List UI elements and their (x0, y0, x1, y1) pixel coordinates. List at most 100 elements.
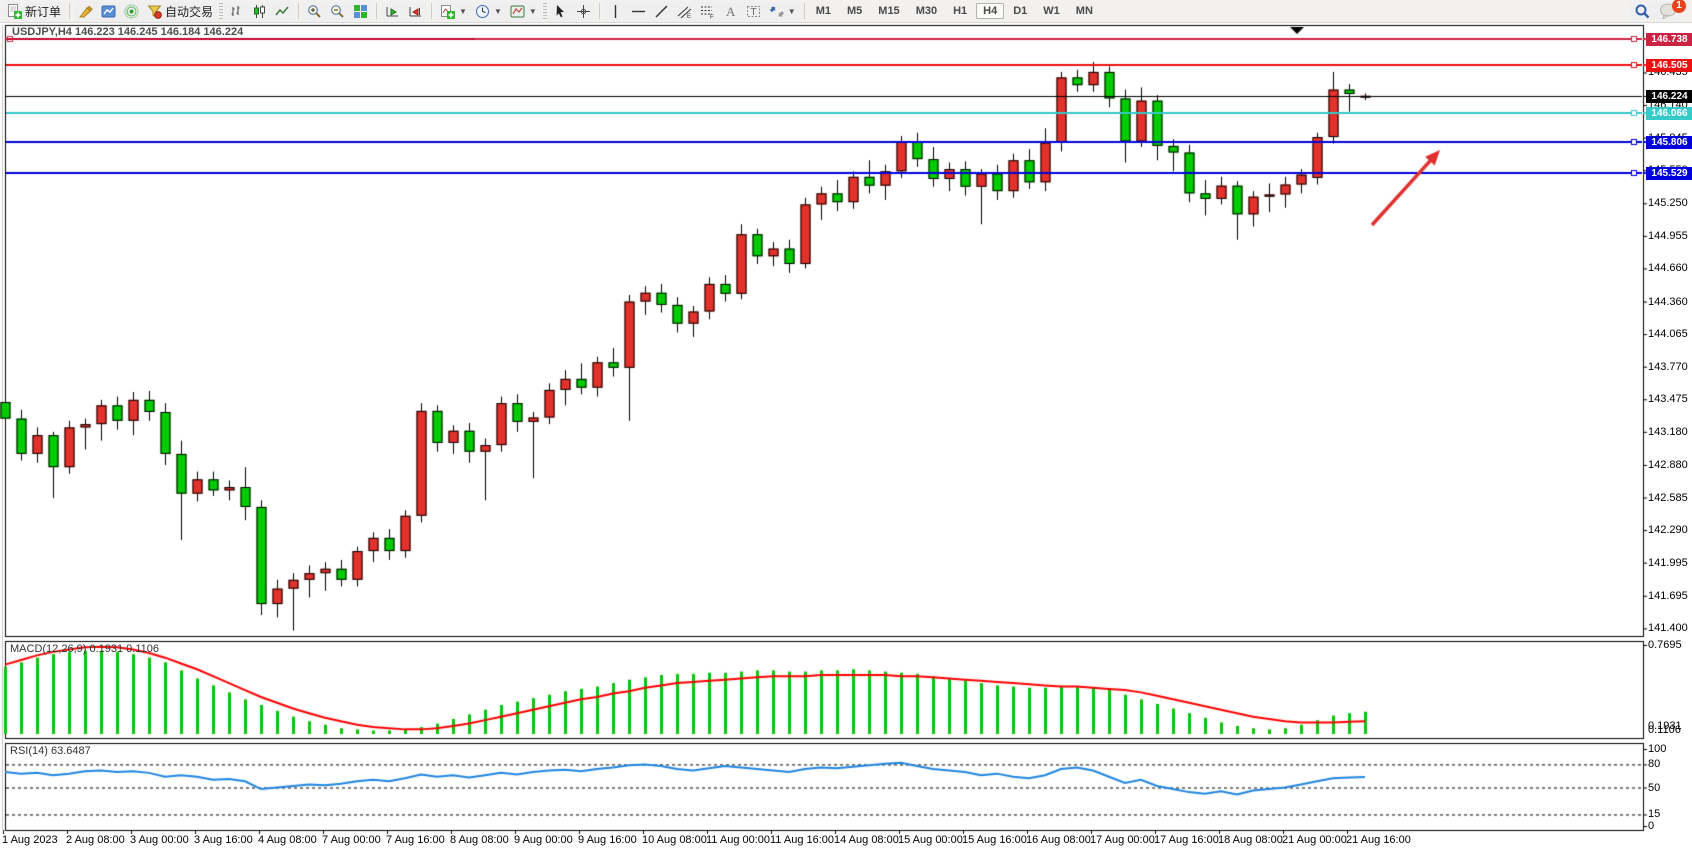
vertical-line-icon (614, 4, 616, 18)
time-axis-label: 1 Aug 2023 (2, 834, 58, 846)
search-button[interactable] (1630, 1, 1655, 21)
macd-main-value-label: 0.1931 (1648, 720, 1682, 732)
toolbar-separator (803, 3, 805, 19)
equidistant-channel-button[interactable]: E (672, 1, 696, 21)
hline-price-label: 146.738 (1646, 32, 1692, 46)
new-order-button[interactable]: 新订单 (3, 1, 66, 21)
time-axis-label: 21 Aug 16:00 (1346, 834, 1411, 846)
toolbar: 新订单 自动交易 ▼ ▼ ▼ E F A T ▼ M1 M5 M15 M30 H1 H4 D… (0, 0, 1692, 23)
hline-price-label: 146.066 (1646, 106, 1692, 120)
hline-price-label: 146.505 (1646, 58, 1692, 72)
horizontal-line-icon (631, 10, 645, 12)
timeframe-button-h4[interactable]: H4 (976, 3, 1005, 19)
price-tick-label: 142.585 (1648, 491, 1688, 504)
svg-text:E: E (687, 14, 691, 19)
toolbar-grip (219, 3, 224, 19)
tile-windows-button[interactable] (349, 1, 373, 21)
dropdown-caret: ▼ (787, 6, 796, 16)
period-button[interactable]: ▼ (470, 1, 506, 21)
dropdown-caret: ▼ (493, 6, 502, 16)
zoom-in-button[interactable] (303, 1, 327, 21)
text-icon: A (726, 4, 736, 19)
trendline-button[interactable] (649, 1, 673, 21)
price-tick-label: 143.475 (1648, 393, 1688, 406)
macd-scale-top-label: 0.7695 (1648, 639, 1682, 651)
toolbar-separator (69, 3, 71, 19)
timeframe-button-h1[interactable]: H1 (953, 5, 968, 17)
candlestick-chart-button[interactable] (248, 1, 272, 21)
cursor-button[interactable] (548, 1, 572, 21)
price-tick-label: 144.360 (1648, 295, 1688, 308)
template-icon (510, 5, 525, 17)
chart-shift-button[interactable] (404, 1, 428, 21)
timeframe-button-m30[interactable]: M30 (915, 5, 938, 17)
trendline-icon (655, 5, 668, 17)
macd-indicator-label: MACD(12,26,9) 0.1931 0.1106 (10, 643, 159, 655)
line-chart-button[interactable] (271, 1, 295, 21)
crayon-button[interactable] (74, 1, 98, 21)
fibonacci-button[interactable]: F (695, 1, 719, 21)
vertical-line-button[interactable] (603, 1, 627, 21)
toolbar-separator (431, 3, 433, 19)
rsi-indicator-label: RSI(14) 63.6487 (10, 745, 91, 757)
price-tick-label: 144.955 (1648, 229, 1688, 242)
timeframe-button-m1[interactable]: M1 (815, 5, 831, 17)
crosshair-icon (576, 4, 590, 18)
time-axis-label: 9 Aug 00:00 (514, 834, 573, 846)
bar-chart-button[interactable] (225, 1, 249, 21)
text-label-button[interactable]: T (741, 1, 765, 21)
notifications-button[interactable]: 1 (1655, 0, 1686, 21)
time-axis-label: 14 Aug 08:00 (834, 834, 899, 846)
timeframe-button-m15[interactable]: M15 (878, 5, 900, 17)
candlestick-chart-icon (254, 4, 266, 18)
time-axis-label: 15 Aug 00:00 (898, 834, 963, 846)
timeframe-button-w1[interactable]: W1 (1043, 5, 1060, 17)
equidistant-channel-icon: E (677, 6, 692, 19)
time-axis-label: 4 Aug 08:00 (258, 834, 317, 846)
signal-button[interactable] (120, 1, 144, 21)
timeframe-button-mn[interactable]: MN (1075, 5, 1093, 17)
time-axis-label: 21 Aug 00:00 (1282, 834, 1347, 846)
zoom-out-button[interactable] (326, 1, 350, 21)
rsi-tick-label: 80 (1648, 758, 1661, 771)
price-tick-label: 142.880 (1648, 458, 1688, 471)
indicators-button[interactable]: ▼ (436, 1, 471, 21)
timeframe-bar: M1 M5 M15 M30 H1 H4 D1 W1 MN (809, 3, 1100, 19)
auto-scroll-icon (386, 6, 399, 16)
text-button[interactable]: A (718, 1, 742, 21)
autotrade-button[interactable]: 自动交易 (143, 1, 218, 21)
price-tick-label: 141.995 (1648, 556, 1688, 569)
arrows-shapes-button[interactable]: ▼ (764, 1, 800, 21)
chart-ohlc-title: USDJPY,H4 146.223 146.245 146.184 146.22… (12, 26, 244, 38)
time-axis-label: 11 Aug 00:00 (706, 834, 771, 846)
crayon-icon (78, 5, 93, 17)
crosshair-button[interactable] (571, 1, 595, 21)
line-chart-icon (275, 6, 289, 15)
price-tick-label: 144.065 (1648, 328, 1688, 341)
text-label-icon: T (746, 5, 760, 18)
price-tick-label: 145.250 (1648, 197, 1688, 210)
horizontal-line-button[interactable] (626, 1, 650, 21)
indicators-icon (441, 4, 456, 19)
time-axis-label: 9 Aug 16:00 (578, 834, 637, 846)
price-tick-label: 141.400 (1648, 622, 1688, 635)
bar-chart-icon (231, 5, 240, 16)
time-axis-label: 3 Aug 00:00 (130, 834, 189, 846)
new-order-icon (8, 3, 22, 19)
template-button[interactable]: ▼ (505, 1, 541, 21)
hline-price-label: 146.224 (1646, 89, 1692, 103)
notification-badge: 1 (1672, 0, 1686, 13)
hline-price-label: 145.806 (1646, 135, 1692, 149)
chat-bubble-icon (1660, 3, 1676, 19)
signal-icon (124, 3, 139, 19)
timeframe-button-m5[interactable]: M5 (847, 5, 863, 17)
tile-windows-icon (354, 4, 368, 18)
charts-window-button[interactable] (97, 1, 121, 21)
rsi-tick-label: 50 (1648, 781, 1661, 794)
time-axis-label: 17 Aug 00:00 (1090, 834, 1155, 846)
cursor-icon (556, 4, 564, 17)
arrows-shapes-icon (769, 6, 784, 16)
auto-scroll-button[interactable] (381, 1, 405, 21)
timeframe-button-d1[interactable]: D1 (1013, 5, 1028, 17)
